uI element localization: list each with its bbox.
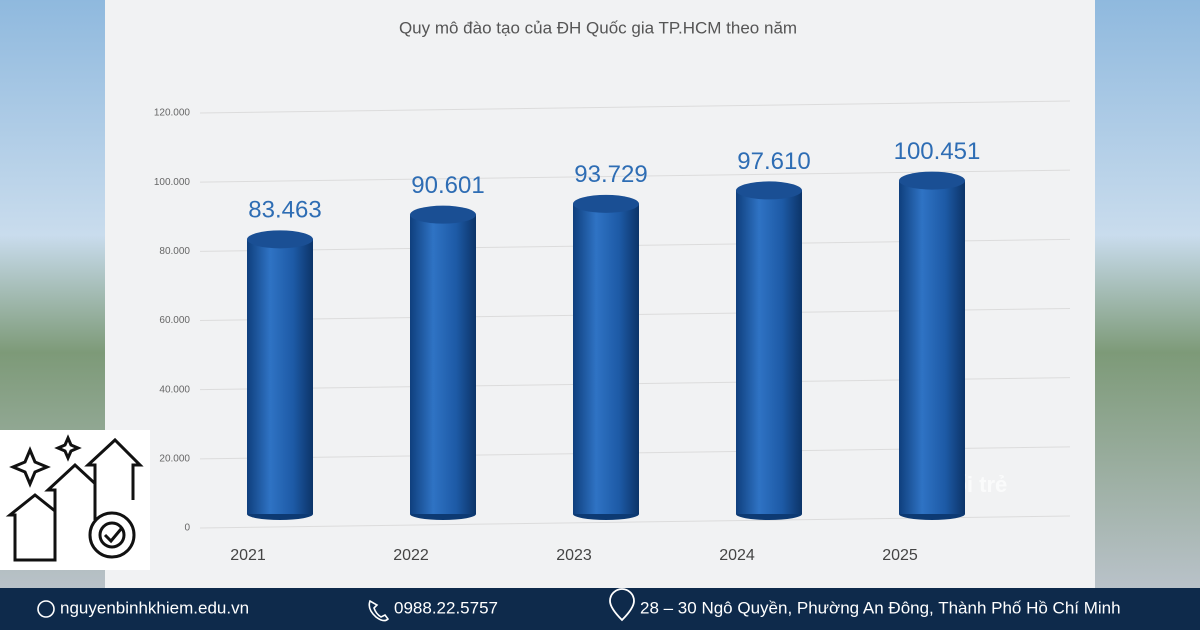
bar bbox=[573, 203, 639, 514]
y-tick-label: 80.000 bbox=[159, 246, 190, 257]
x-tick-label: 2024 bbox=[719, 547, 755, 564]
bar-top bbox=[247, 230, 313, 249]
bar-top bbox=[899, 171, 965, 190]
y-tick-label: 20.000 bbox=[159, 453, 190, 464]
bar bbox=[899, 180, 965, 514]
footer-website[interactable]: nguyenbinhkhiem.edu.vn bbox=[60, 598, 249, 617]
bar-top bbox=[573, 194, 639, 213]
y-tick-label: 120.000 bbox=[154, 108, 191, 119]
value-label: 100.451 bbox=[894, 138, 981, 165]
bar bbox=[247, 239, 313, 515]
icon bbox=[0, 430, 150, 570]
bar bbox=[736, 190, 802, 515]
y-tick-label: 40.000 bbox=[159, 384, 190, 395]
x-tick-label: 2022 bbox=[393, 547, 429, 564]
globe-icon bbox=[37, 600, 55, 618]
y-tick-label: 60.000 bbox=[159, 315, 190, 326]
location-icon bbox=[609, 588, 635, 622]
bar-top bbox=[410, 205, 476, 224]
value-label: 93.729 bbox=[574, 161, 647, 188]
phone-icon bbox=[368, 599, 390, 622]
value-label: 83.463 bbox=[248, 197, 321, 224]
x-tick-label: 2025 bbox=[882, 547, 918, 564]
footer-address: 28 – 30 Ngô Quyền, Phường An Đông, Thành… bbox=[640, 598, 1121, 617]
grid-line bbox=[199, 100, 1071, 114]
footer-phone[interactable]: 0988.22.5757 bbox=[394, 598, 498, 617]
x-tick-label: 2021 bbox=[230, 547, 266, 564]
y-tick-label: 100.000 bbox=[154, 177, 191, 188]
bar-top bbox=[736, 181, 802, 200]
chart-title: Quy mô đào tạo của ĐH Quốc gia TP.HCM th… bbox=[399, 18, 797, 37]
x-tick-label: 2023 bbox=[556, 547, 592, 564]
bar bbox=[410, 214, 476, 514]
value-label: 97.610 bbox=[737, 148, 810, 175]
value-label: 90.601 bbox=[411, 172, 484, 199]
footer-bar bbox=[0, 588, 1200, 630]
y-tick-label: 0 bbox=[184, 523, 190, 534]
